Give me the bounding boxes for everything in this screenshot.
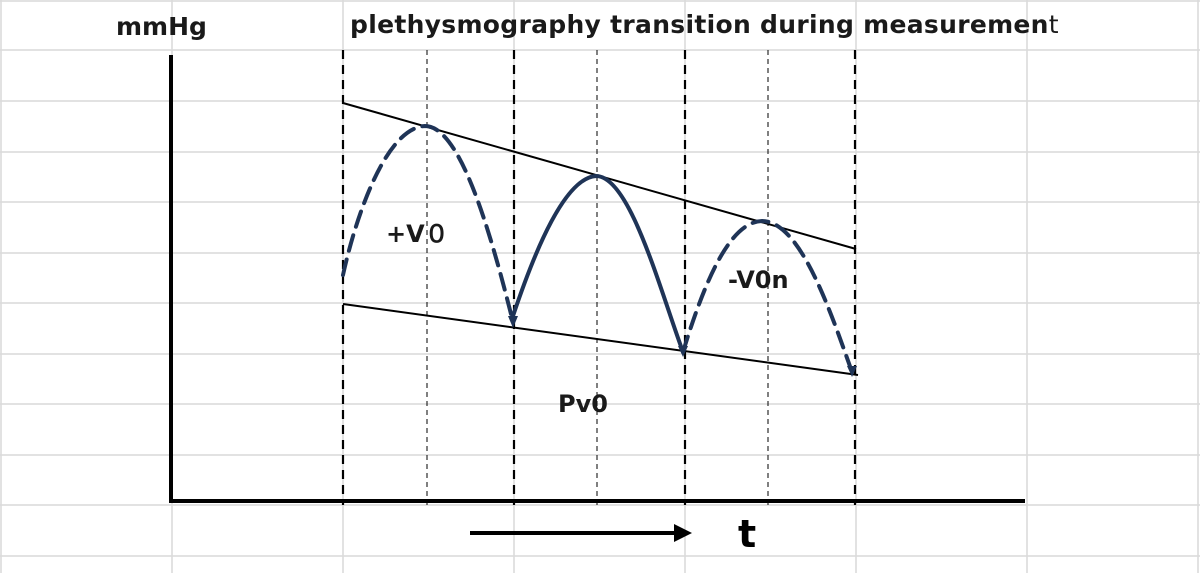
time-axis-label: t bbox=[738, 512, 757, 556]
pulse-curves bbox=[341, 124, 854, 374]
y-axis-unit-label: mmHg bbox=[116, 12, 207, 41]
trough-arrowhead bbox=[678, 346, 688, 357]
phase-boundaries bbox=[341, 50, 857, 505]
trough-arrowhead bbox=[508, 316, 518, 328]
trough-markers bbox=[508, 316, 857, 377]
diagram-title-main: plethysmography transition during measur… bbox=[350, 10, 1049, 39]
diagram-title-suffix: t bbox=[1048, 10, 1059, 39]
minus-v0n-pulse-curve bbox=[681, 219, 854, 374]
plus-v0-pulse-curve bbox=[341, 124, 515, 324]
axes bbox=[169, 55, 1025, 503]
lower-envelope-line bbox=[342, 303, 859, 376]
pv0-pulse-curve bbox=[511, 174, 685, 354]
minus-v0n-label: -V0n bbox=[728, 266, 789, 294]
plus-v0-label: +V０ bbox=[386, 220, 449, 248]
diagram-title: plethysmography transition during measur… bbox=[350, 10, 1059, 39]
peak-markers bbox=[426, 50, 769, 505]
time-arrow-head bbox=[674, 524, 692, 542]
time-arrow bbox=[470, 524, 692, 542]
pv0-label: Pv0 bbox=[558, 390, 608, 418]
trough-arrowhead bbox=[847, 366, 857, 377]
